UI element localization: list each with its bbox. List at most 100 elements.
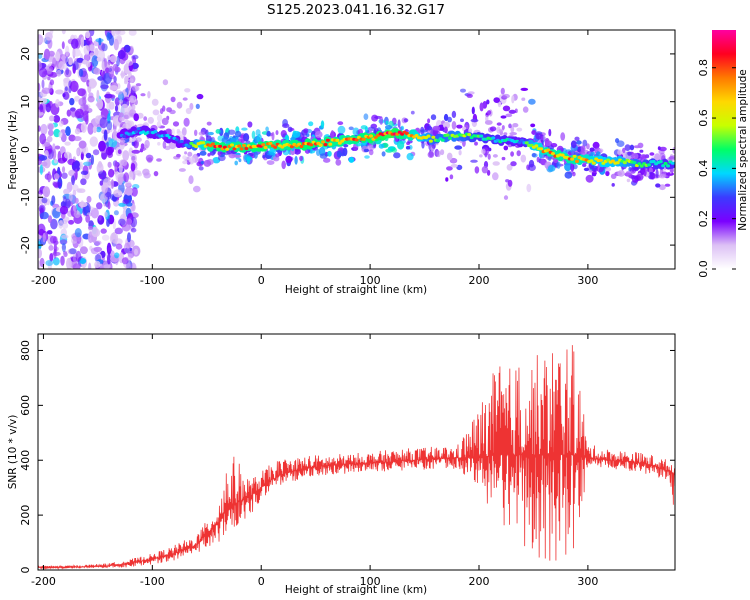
spectrogram-cell	[78, 97, 87, 107]
spectrogram-cell	[45, 103, 51, 113]
spectrogram-cell	[585, 174, 594, 183]
spectrogram-cell	[496, 126, 501, 134]
spectrogram-cell	[103, 264, 111, 269]
spectrogram-cell	[659, 152, 666, 161]
spectrogram-cell	[471, 106, 475, 115]
spectrogram-cell	[131, 187, 138, 197]
spectrogram-cell	[123, 96, 131, 102]
spectrogram-cell	[69, 80, 79, 93]
spectrogram-cell	[60, 201, 66, 208]
spectrogram-cell	[131, 85, 140, 92]
spectrogram-cell	[39, 211, 49, 220]
spectrogram-cell	[206, 121, 212, 126]
spectrogram-cell	[64, 141, 71, 146]
spectrogram-cell	[427, 151, 435, 158]
spectrogram-cell	[169, 109, 176, 115]
spectrogram-cell	[570, 162, 575, 172]
spectrogram-cell	[547, 155, 552, 161]
spectrogram-cell	[124, 187, 133, 196]
spectrogram-cell	[649, 152, 655, 156]
spectrogram-cell	[431, 135, 436, 139]
spectrogram-cell	[85, 60, 91, 68]
spectrogram-cell	[38, 194, 43, 205]
spectrogram-cell	[522, 106, 529, 113]
spectrogram-cell	[120, 103, 129, 116]
spectrogram-cell	[71, 38, 79, 49]
spectrogram-cell	[133, 113, 139, 122]
spectrogram-cell	[179, 139, 184, 144]
spectrogram-cell	[142, 168, 150, 176]
spectrogram-cell	[508, 109, 516, 114]
spectrogram-cell	[119, 112, 124, 118]
spectrogram-cell	[634, 175, 641, 182]
spectrogram-cell	[38, 248, 42, 259]
spectrogram-cell	[95, 102, 103, 108]
spectrogram-cell	[55, 51, 61, 62]
spectrogram-cell	[47, 215, 53, 224]
spectrogram-cell	[266, 160, 275, 166]
spectrogram-cell	[114, 160, 118, 173]
snr-ytick-label: 600	[19, 395, 32, 416]
spectrogram-cell	[42, 232, 46, 243]
spectrogram-cell	[38, 53, 43, 59]
spectrogram-ytick-label: 20	[19, 47, 32, 61]
spectrogram-cell	[80, 178, 87, 186]
spectrogram-cell	[114, 105, 119, 112]
spectrogram-cell	[170, 96, 176, 103]
spectrogram-cell	[487, 153, 491, 160]
spectrogram-cell	[547, 164, 556, 172]
spectrogram-cell	[171, 128, 175, 136]
spectrogram-cell	[378, 143, 385, 149]
spectrogram-cell	[633, 145, 641, 149]
spectrogram-cell	[107, 247, 113, 253]
spectrogram-cell	[39, 133, 47, 145]
spectrogram-cell	[49, 235, 57, 244]
spectrogram-cell	[595, 151, 601, 157]
spectrogram-cell	[654, 153, 661, 162]
spectrogram-cell	[505, 113, 513, 118]
spectrogram-cell	[474, 141, 478, 146]
spectrogram-cell	[47, 76, 51, 81]
spectrogram-cell	[451, 121, 457, 130]
spectrogram-cell	[184, 151, 188, 155]
spectrogram-cell	[66, 109, 72, 117]
spectrogram-cell	[500, 115, 507, 119]
spectrogram-cell	[41, 197, 48, 204]
spectrogram-cell	[448, 136, 452, 140]
spectrogram-cell	[474, 166, 480, 174]
spectrogram-cell	[61, 234, 69, 239]
spectrogram-cell	[330, 130, 335, 139]
spectrogram-cell	[176, 101, 183, 109]
spectrogram-cell	[520, 154, 527, 163]
spectrogram-cell	[400, 125, 405, 131]
spectrogram-cell	[129, 45, 134, 54]
spectrogram-cell	[126, 218, 133, 225]
spectrogram-cell	[617, 170, 625, 177]
spectrogram-cell	[72, 263, 81, 269]
spectrogram-cell	[164, 145, 171, 151]
spectrogram-cell	[38, 37, 47, 43]
spectrogram-cell	[113, 210, 119, 216]
spectrogram-cell	[49, 79, 55, 86]
spectrogram-cell	[546, 148, 551, 152]
spectrogram-cell	[80, 151, 84, 161]
spectrogram-cell	[659, 146, 667, 152]
spectrogram-cell	[81, 174, 87, 179]
spectrogram-cell	[41, 161, 48, 167]
spectrogram-cell	[335, 138, 340, 142]
spectrogram-cell	[51, 195, 56, 205]
spectrogram-cell	[589, 159, 594, 163]
spectrogram-cell	[96, 126, 102, 133]
spectrogram-cell	[187, 151, 193, 157]
spectrogram-cell	[129, 136, 137, 143]
spectrogram-cell	[449, 157, 458, 164]
spectrogram-cell	[592, 141, 600, 149]
spectrogram-cell	[157, 141, 161, 146]
spectrogram-cell	[467, 91, 475, 95]
spectrogram-cell	[456, 124, 463, 129]
spectrogram-cell	[147, 116, 154, 124]
spectrogram-cell	[188, 157, 196, 163]
spectrogram-cell	[80, 170, 89, 175]
spectrogram-cell	[521, 97, 526, 101]
